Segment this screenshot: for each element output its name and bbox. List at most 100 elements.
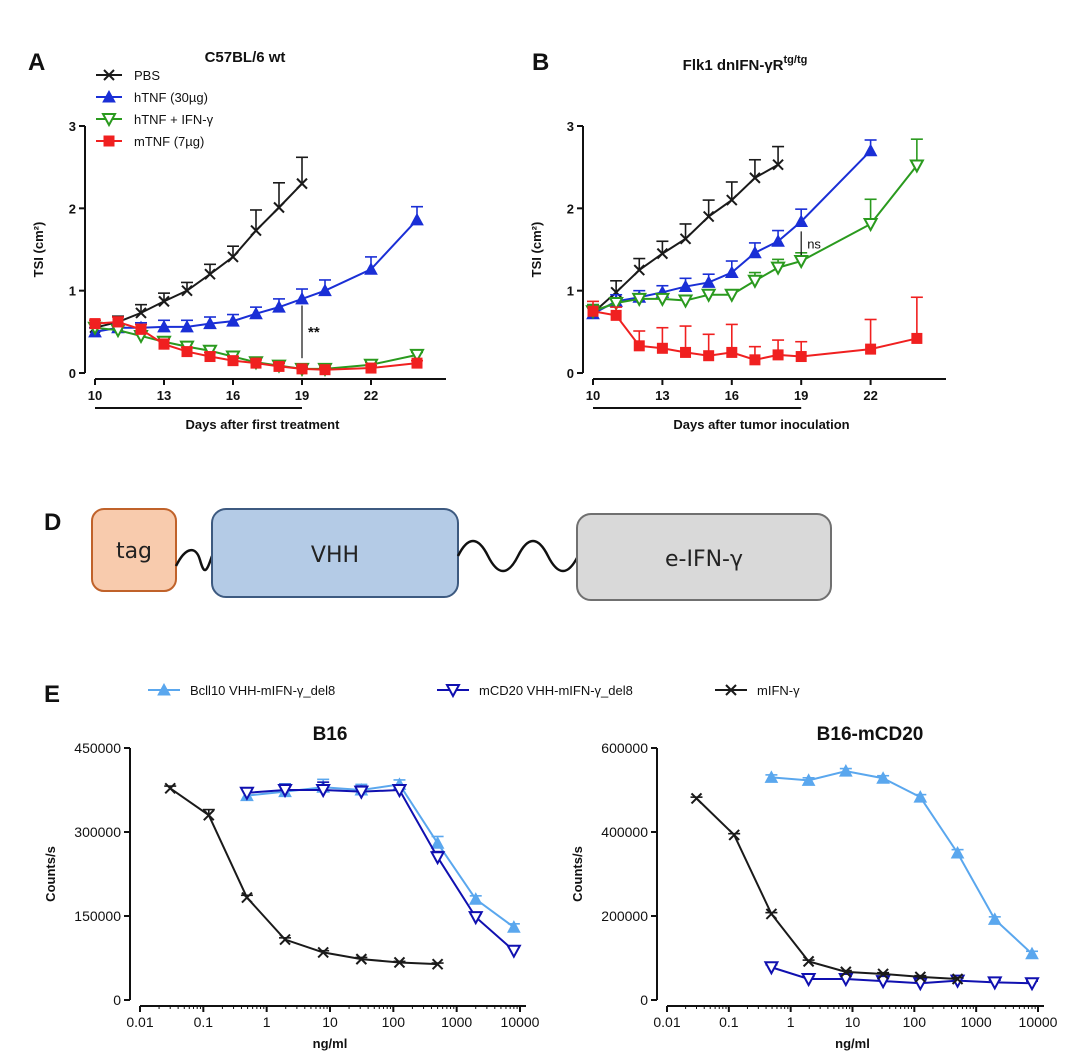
chart-B-series-0-point xyxy=(610,286,622,299)
chart-A-series-2-point xyxy=(409,348,425,363)
chart-A-series-0-point-b xyxy=(227,251,239,263)
chart-E-B16-mCD20-series-1-point xyxy=(800,973,817,988)
chart-E-B16-mCD20-series-0-point xyxy=(987,912,1002,925)
linker-1 xyxy=(174,549,214,572)
chart-A-title: C57BL/6 wt xyxy=(205,49,286,66)
chart-E-B16-mCD20-series-2-line xyxy=(695,797,958,980)
chart-B-series-0-point-b xyxy=(772,158,784,171)
chart-E-B16-mCD20-series-0-point xyxy=(838,764,853,777)
chart-E-B16-xlabel: ng/ml xyxy=(313,1036,348,1051)
chart-A-xtick-label: 16 xyxy=(226,388,240,403)
chart-E-B16-mCD20-series-2-point-b xyxy=(690,792,703,805)
chart-A-series-0-point-b xyxy=(296,177,308,190)
chart-B-series-2-point xyxy=(862,217,879,233)
chart-A-series-3-point xyxy=(411,357,423,369)
chart-E-B16-series-2-point-b xyxy=(393,956,406,969)
chart-B-ytick-label: 1 xyxy=(567,284,574,299)
chart-E-B16-series-2-point xyxy=(279,933,291,946)
chart-B-series-0-point-b xyxy=(679,233,692,245)
tag-label: tag xyxy=(116,539,152,564)
chart-B-series-3-point xyxy=(911,332,923,344)
chart-B-xlabel: Days after tumor inoculation xyxy=(673,417,849,432)
chart-B-ytick-label: 0 xyxy=(567,366,574,381)
chart-E-B16-series-0-point xyxy=(507,920,521,933)
legend-e-item-1-marker xyxy=(445,684,461,699)
chart-E-B16-series-1-point xyxy=(391,784,408,799)
chart-E-B16-series-2-point-b xyxy=(279,933,291,946)
chart-A-xtick-label: 22 xyxy=(364,388,378,403)
chart-B-series-2-point xyxy=(700,288,717,303)
chart-E-B16-series-1-point xyxy=(353,785,370,800)
chart-B-series-1-point xyxy=(748,245,762,259)
chart-B-xtick-label: 16 xyxy=(725,388,739,403)
chart-A-series-0-point xyxy=(135,307,147,319)
chart-E-B16-mCD20-series-0-point xyxy=(913,790,928,803)
legend-a-item-1-label: hTNF (30µg) xyxy=(134,90,208,105)
chart-A-series-0-point xyxy=(250,224,262,237)
chart-A-series-1-point xyxy=(157,319,171,333)
legend-e-item-2-marker-b xyxy=(725,684,737,696)
ifn-box xyxy=(576,513,832,601)
chart-A-annotation-label: ** xyxy=(308,324,320,341)
chart-E-B16-series-1-point xyxy=(429,851,446,866)
panel-letter-b: B xyxy=(532,49,549,76)
chart-B-annotation-label: ns xyxy=(807,236,821,251)
chart-E-B16-series-1-point xyxy=(277,784,293,799)
chart-E-B16-xtick-label: 1000 xyxy=(441,1014,472,1030)
chart-B-series-1-point xyxy=(771,234,785,247)
chart-E-B16-mCD20-ytick-label: 400000 xyxy=(601,824,648,840)
vhh-label: VHH xyxy=(311,543,359,568)
chart-B-series-3-point xyxy=(656,342,668,354)
chart-E-B16-mCD20-series-1-point xyxy=(875,975,891,990)
legend-e-item-2-label: mIFN-γ xyxy=(757,683,800,698)
chart-B-series-3-point xyxy=(587,305,599,317)
chart-E-B16-title: B16 xyxy=(313,724,348,745)
chart-B-series-3-point xyxy=(749,354,761,366)
chart-A-series-3-point xyxy=(112,316,124,328)
chart-E-B16-ytick-label: 150000 xyxy=(74,908,121,924)
chart-E-B16-mCD20-xlabel: ng/ml xyxy=(835,1036,870,1051)
chart-A-xtick-label: 19 xyxy=(295,388,309,403)
chart-A-series-3-point xyxy=(273,360,285,372)
chart-B-series-2-point xyxy=(608,297,624,312)
chart-E-B16-mCD20-ytick-label: 200000 xyxy=(601,908,648,924)
chart-E-B16-mCD20-series-0-point xyxy=(876,771,890,784)
chart-E-B16-series-1-line xyxy=(246,788,515,952)
chart-A-series-1-point xyxy=(318,283,332,297)
chart-panel-e-b16-mcd20: B16-mCD20 0 200000 400000 600000 Counts/s 0.01… xyxy=(570,724,1058,1051)
chart-E-B16-mCD20-series-2-point-b xyxy=(840,966,852,978)
chart-B-ytick-label: 2 xyxy=(567,201,574,216)
chart-panel-e-b16: B16 0 150000 300000 450000 Counts/s 0.01 0.1 1 10… xyxy=(43,724,540,1051)
chart-E-B16-series-0-line xyxy=(246,783,515,929)
chart-A-ytick-label: 0 xyxy=(69,366,76,381)
chart-B-series-0-point xyxy=(726,194,738,206)
chart-A-series-0-point-b xyxy=(204,268,216,280)
chart-A-series-1-point xyxy=(410,212,424,226)
chart-E-B16-mCD20-series-2-point-b xyxy=(951,973,964,985)
construct-diagram: tag VHH e-IFN-γ xyxy=(91,508,832,601)
chart-A-xtick-label: 13 xyxy=(157,388,171,403)
chart-E-B16-mCD20-xtick-label: 10000 xyxy=(1019,1014,1058,1030)
chart-B-series-0-point-b xyxy=(656,247,669,260)
legend-e-item-1-label: mCD20 VHH-mIFN-γ_del8 xyxy=(479,683,633,698)
chart-B-series-0-point-b xyxy=(633,264,645,276)
chart-B-series-1-point xyxy=(678,279,693,293)
chart-A-series-0-point xyxy=(158,295,170,308)
chart-E-B16-series-2-point xyxy=(317,946,329,959)
chart-B-series-3-point xyxy=(726,346,738,358)
legend-a-item-3-marker xyxy=(103,135,115,147)
chart-B-series-3-point xyxy=(633,340,645,352)
tag-box xyxy=(91,508,177,592)
chart-B-series-2-point xyxy=(793,255,809,270)
chart-A-series-3-point xyxy=(158,338,170,350)
chart-E-B16-ytick-label: 300000 xyxy=(74,824,121,840)
chart-B-series-2-point xyxy=(770,261,786,276)
chart-E-B16-xtick-label: 10 xyxy=(322,1014,338,1030)
chart-A-series-1-point xyxy=(180,319,194,333)
chart-A-series-3-point xyxy=(296,363,308,375)
chart-E-B16-series-2-point-b xyxy=(241,891,253,904)
chart-E-B16-series-0-point xyxy=(468,892,483,905)
chart-E-B16-mCD20-series-2-point xyxy=(765,908,778,920)
chart-E-B16-mCD20-title: B16-mCD20 xyxy=(817,724,924,745)
chart-E-B16-series-2-point xyxy=(431,958,444,970)
